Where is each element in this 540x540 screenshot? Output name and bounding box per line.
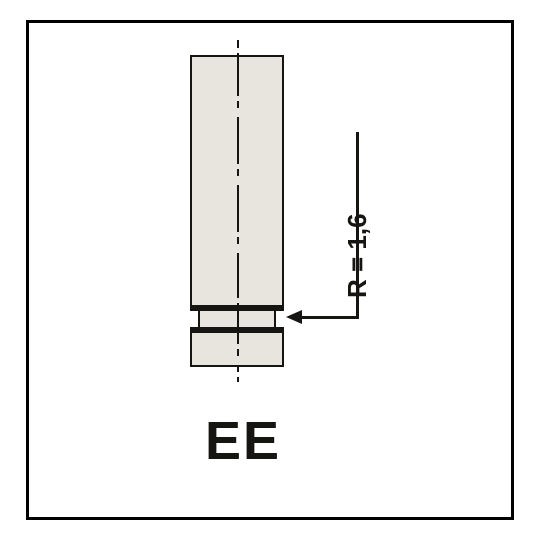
centerline-gap <box>235 164 239 169</box>
centerline-gap <box>235 344 239 349</box>
centerline-gap <box>235 96 239 101</box>
centerline-gap <box>235 298 239 303</box>
centerline-gap <box>235 48 239 53</box>
centerline-gap <box>235 356 239 365</box>
centerline-gap <box>235 232 239 237</box>
centerline-gap <box>235 108 239 117</box>
dimension-arrowhead-icon <box>286 310 302 324</box>
centerline-gap <box>235 176 239 185</box>
dimension-label: R = 1,6 <box>342 213 373 298</box>
footer-label: EE <box>205 410 281 472</box>
centerline-gap <box>235 372 239 377</box>
dimension-leader-horizontal <box>300 316 359 319</box>
valve-centerline <box>237 40 239 382</box>
centerline-gap <box>235 244 239 253</box>
